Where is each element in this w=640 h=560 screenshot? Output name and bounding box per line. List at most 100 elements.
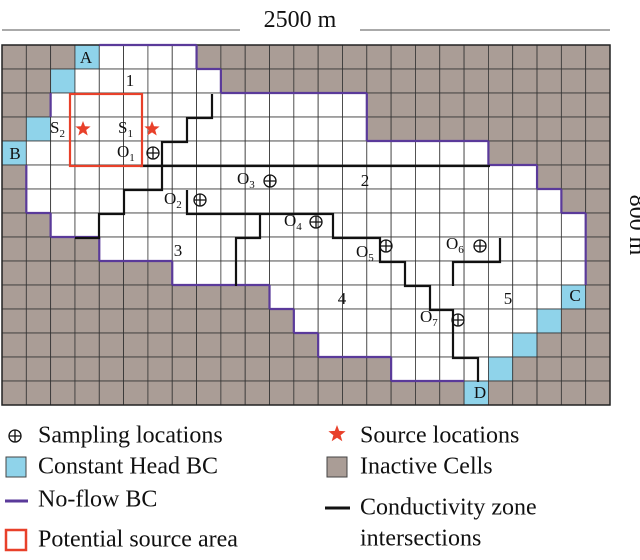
cell (196, 68, 222, 94)
cell (123, 236, 149, 262)
cell (463, 140, 489, 166)
cell (512, 140, 538, 166)
cell (196, 236, 222, 262)
cell (390, 380, 416, 406)
cell (536, 44, 562, 70)
cell (74, 188, 100, 214)
cell (98, 260, 124, 286)
cell (74, 380, 100, 406)
cell (269, 44, 295, 70)
cell (244, 332, 270, 358)
cell (439, 356, 465, 382)
cell (366, 164, 392, 190)
point-label: O2 (164, 189, 182, 211)
cell (439, 140, 465, 166)
cell (390, 44, 416, 70)
cell (487, 44, 514, 70)
cell (74, 332, 100, 358)
cell (585, 116, 611, 142)
cell (536, 380, 562, 406)
cell (463, 380, 489, 406)
sampling-point (310, 216, 322, 228)
zone-number: 5 (504, 289, 513, 308)
legend-text: Inactive Cells (360, 454, 493, 480)
legend-text: Constant Head BC (38, 454, 218, 480)
cell (98, 92, 124, 118)
cell (269, 68, 295, 94)
cell (439, 284, 465, 310)
boundary-label: D (474, 383, 486, 402)
point-label: S1 (118, 118, 133, 140)
cell (98, 356, 124, 382)
cell (171, 308, 197, 334)
cell (585, 92, 611, 118)
cell (1, 236, 27, 262)
cell (196, 380, 222, 406)
cell (25, 284, 52, 310)
cell (560, 188, 587, 214)
cell (317, 188, 343, 214)
cell (342, 188, 368, 214)
cell (74, 140, 100, 166)
cell (293, 308, 319, 334)
cell (439, 380, 465, 406)
cell (1, 68, 27, 94)
cell (50, 68, 76, 94)
cell (220, 116, 246, 142)
cell (147, 236, 173, 262)
cell (1, 92, 27, 118)
cell (123, 332, 149, 358)
cell (196, 332, 222, 358)
cell (366, 212, 392, 238)
cell (98, 380, 124, 406)
cell (244, 188, 270, 214)
cell (1, 260, 27, 286)
zone-number: 4 (338, 289, 347, 308)
cell (293, 284, 319, 310)
cell (390, 356, 416, 382)
cell (25, 188, 52, 214)
cell (220, 164, 246, 190)
height-label: 800 m (624, 195, 640, 256)
cell (147, 380, 173, 406)
cell (512, 284, 538, 310)
cell (171, 164, 197, 190)
cell (342, 68, 368, 94)
label-sub: 1 (129, 152, 135, 164)
cell (220, 68, 246, 94)
cell (317, 308, 343, 334)
cell (463, 212, 489, 238)
cell (585, 308, 611, 334)
cell (50, 308, 76, 334)
cell (463, 284, 489, 310)
point-label: O3 (237, 169, 255, 191)
cell (244, 284, 270, 310)
cell (390, 68, 416, 94)
point-label: O4 (284, 211, 302, 233)
cell (50, 164, 76, 190)
cell (98, 188, 124, 214)
cell (560, 44, 587, 70)
cell (560, 236, 587, 262)
zone-number: 1 (126, 71, 135, 90)
cell (1, 164, 27, 190)
cell (244, 140, 270, 166)
cell (585, 212, 611, 238)
label-main: O (356, 242, 368, 261)
cell (220, 284, 246, 310)
cell (171, 212, 197, 238)
sampling-point (474, 240, 486, 252)
cell (50, 236, 76, 262)
cell (123, 380, 149, 406)
cell (366, 68, 392, 94)
cell (439, 68, 465, 94)
cell (220, 308, 246, 334)
cell (74, 92, 100, 118)
cell (342, 332, 368, 358)
width-label: 2500 m (264, 7, 337, 33)
cell (536, 140, 562, 166)
cell (220, 44, 246, 70)
zone-line (260, 212, 480, 382)
zone-number: 2 (361, 171, 370, 190)
